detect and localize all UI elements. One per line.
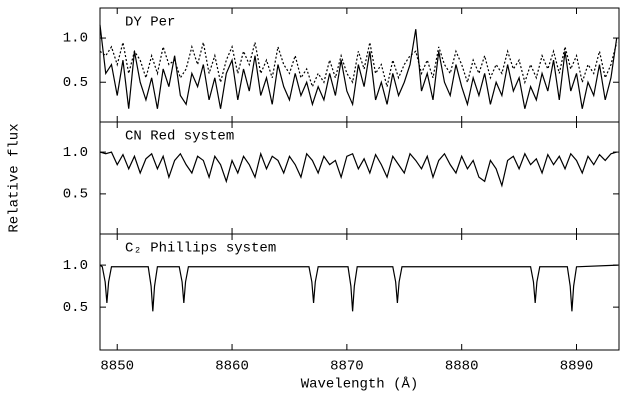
y-tick-label: 0.5	[63, 300, 88, 316]
y-tick-label: 1.0	[63, 258, 88, 274]
y-tick-label: 0.5	[63, 187, 88, 203]
x-tick-label: 8860	[215, 359, 249, 375]
panel-frame	[99, 7, 620, 123]
x-tick-label: 8890	[560, 359, 594, 375]
spectrum-line	[99, 24, 618, 109]
x-axis-label: Wavelength (Å)	[301, 376, 419, 393]
y-tick-label: 1.0	[63, 145, 88, 161]
spectrum-line	[99, 151, 617, 188]
x-tick-label: 8850	[100, 359, 134, 375]
panel-title: CN Red system	[125, 129, 234, 145]
y-axis-label: Relative flux	[7, 123, 23, 232]
x-tick-label: 8880	[445, 359, 479, 375]
spectrum-line	[99, 264, 618, 312]
panel-frame	[99, 233, 620, 351]
x-tick-label: 8870	[330, 359, 364, 375]
panel-title: C₂ Phillips system	[125, 241, 276, 257]
y-tick-label: 1.0	[63, 31, 88, 47]
panel-title: DY Per	[125, 15, 175, 31]
y-tick-label: 0.5	[63, 75, 88, 91]
spectrum-line	[99, 42, 618, 89]
